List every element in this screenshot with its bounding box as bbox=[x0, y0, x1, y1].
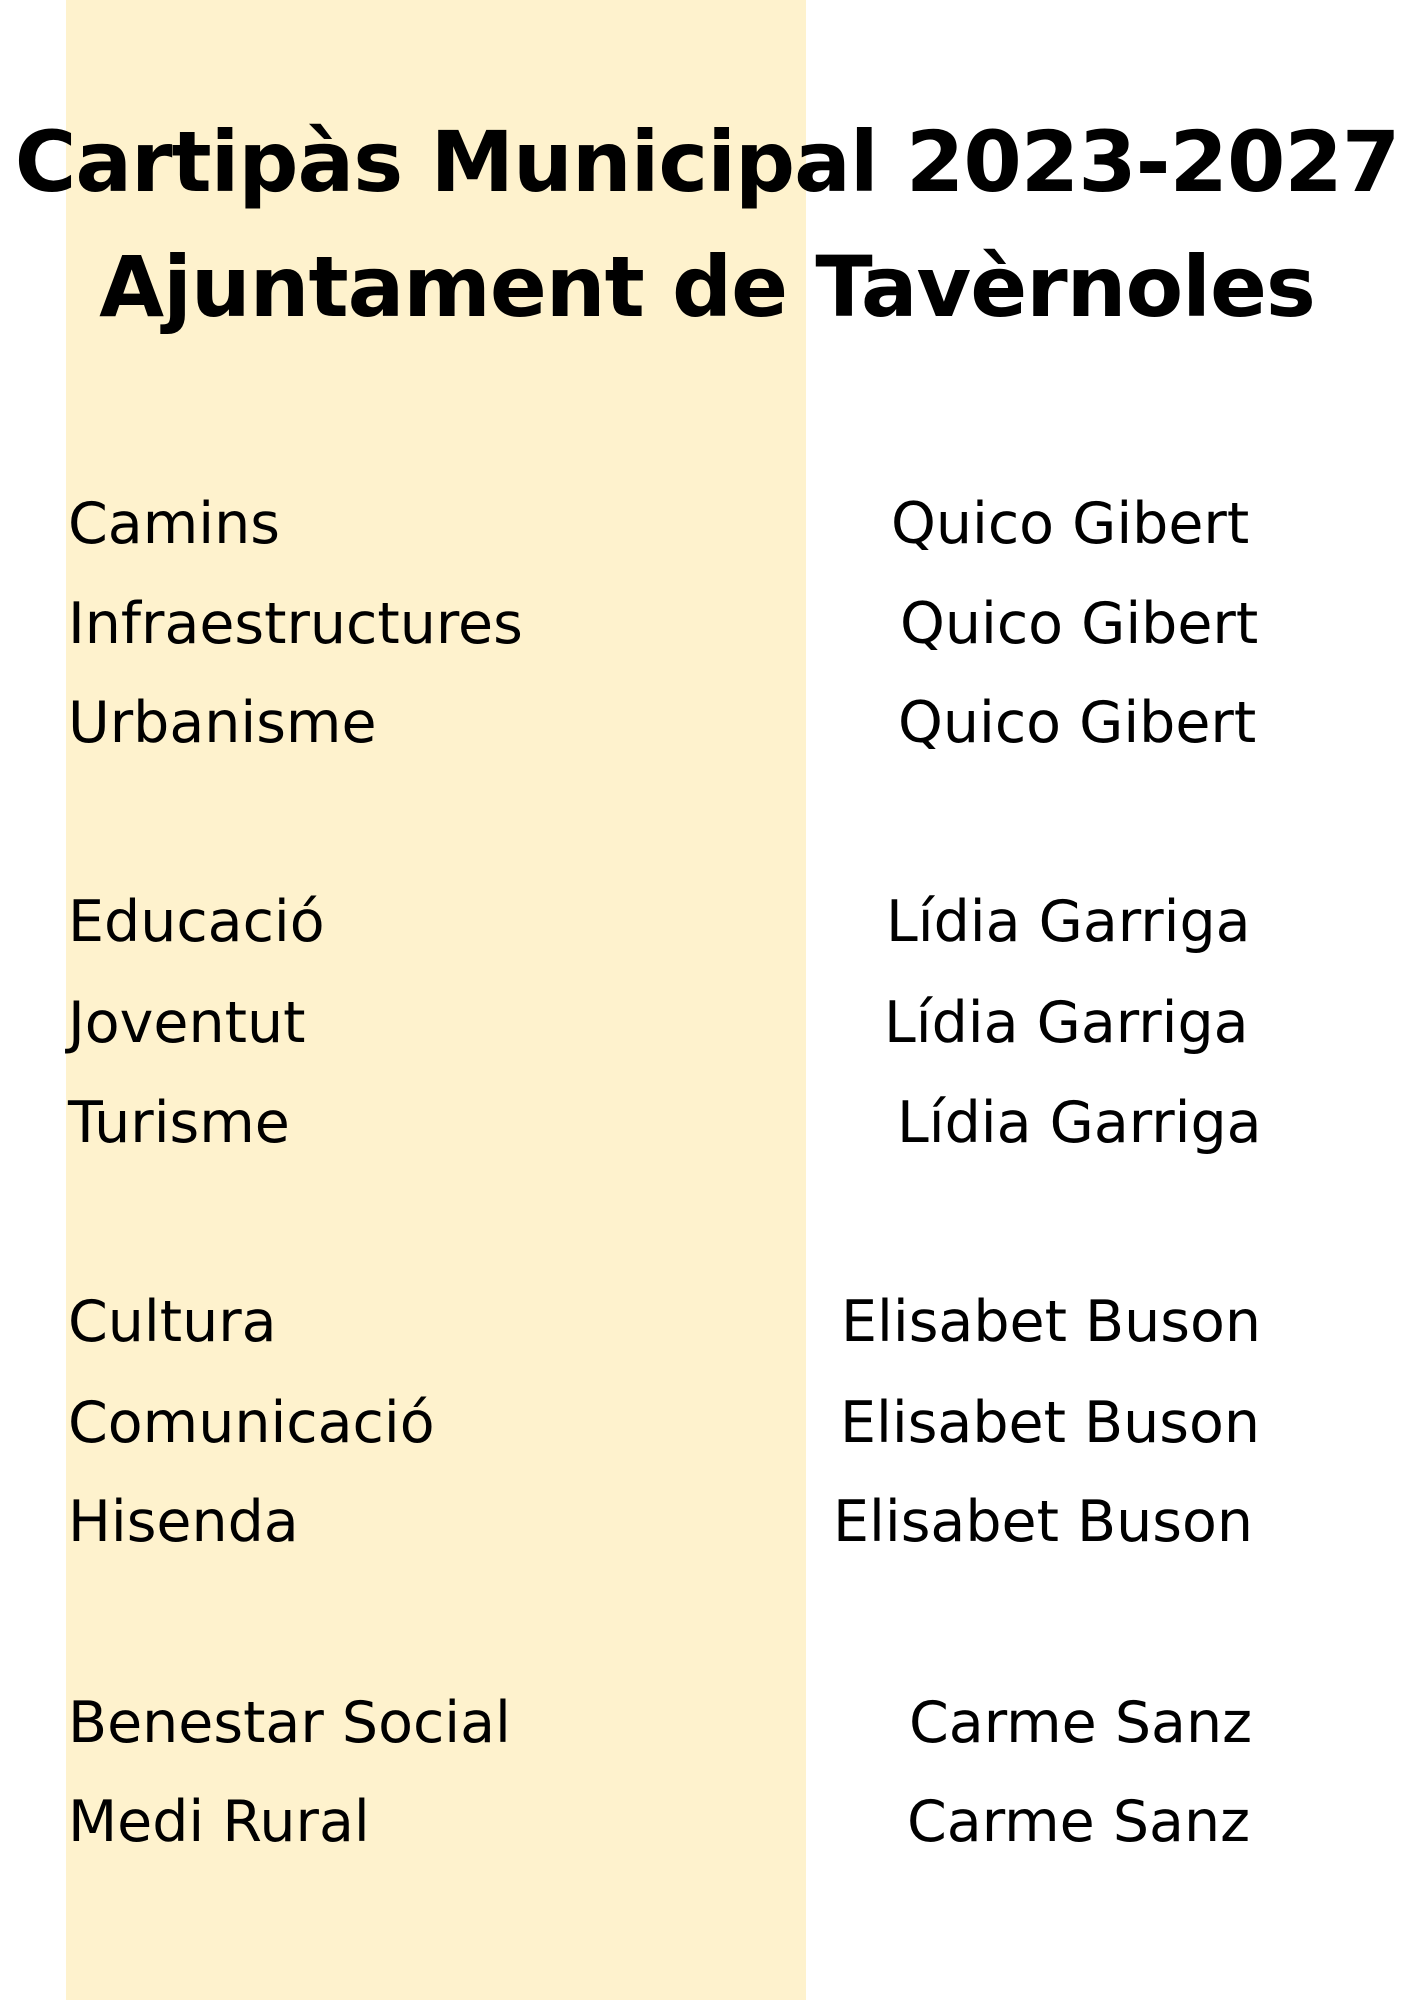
list-item: Hisenda Elisabet Buson bbox=[0, 1482, 1414, 1562]
list-item: Camins Quico Gibert bbox=[0, 484, 1414, 564]
person-name: Elisabet Buson bbox=[840, 1390, 1260, 1456]
list-item: Medi Rural Carme Sanz bbox=[0, 1782, 1414, 1862]
person-name: Lídia Garriga bbox=[884, 990, 1249, 1056]
list-item: Urbanisme Quico Gibert bbox=[0, 683, 1414, 763]
list-item: Cultura Elisabet Buson bbox=[0, 1282, 1414, 1362]
area-label: Infraestructures bbox=[68, 591, 523, 657]
area-label: Hisenda bbox=[68, 1489, 299, 1555]
area-label: Medi Rural bbox=[68, 1789, 370, 1855]
list-item: Educació Lídia Garriga bbox=[0, 882, 1414, 962]
area-label: Joventut bbox=[68, 990, 306, 1056]
list-item: Infraestructures Quico Gibert bbox=[0, 584, 1414, 664]
person-name: Quico Gibert bbox=[900, 591, 1259, 657]
area-label: Educació bbox=[68, 889, 325, 955]
person-name: Lídia Garriga bbox=[886, 889, 1251, 955]
person-name: Elisabet Buson bbox=[833, 1489, 1253, 1555]
area-label: Cultura bbox=[68, 1289, 277, 1355]
person-name: Carme Sanz bbox=[907, 1789, 1251, 1855]
list-item: Joventut Lídia Garriga bbox=[0, 983, 1414, 1063]
person-name: Lídia Garriga bbox=[897, 1090, 1262, 1156]
person-name: Carme Sanz bbox=[909, 1690, 1253, 1756]
person-name: Elisabet Buson bbox=[841, 1289, 1261, 1355]
page-title: Cartipàs Municipal 2023-2027 bbox=[14, 113, 1401, 211]
area-label: Turisme bbox=[68, 1090, 290, 1156]
area-label: Urbanisme bbox=[68, 690, 377, 756]
list-item: Benestar Social Carme Sanz bbox=[0, 1683, 1414, 1763]
area-label: Camins bbox=[68, 491, 280, 557]
person-name: Quico Gibert bbox=[898, 690, 1257, 756]
list-item: Turisme Lídia Garriga bbox=[0, 1083, 1414, 1163]
highlight-band bbox=[66, 0, 806, 2000]
list-item: Comunicació Elisabet Buson bbox=[0, 1383, 1414, 1463]
person-name: Quico Gibert bbox=[891, 491, 1250, 557]
area-label: Comunicació bbox=[68, 1390, 435, 1456]
page-subtitle: Ajuntament de Tavèrnoles bbox=[99, 238, 1316, 336]
area-label: Benestar Social bbox=[68, 1690, 511, 1756]
